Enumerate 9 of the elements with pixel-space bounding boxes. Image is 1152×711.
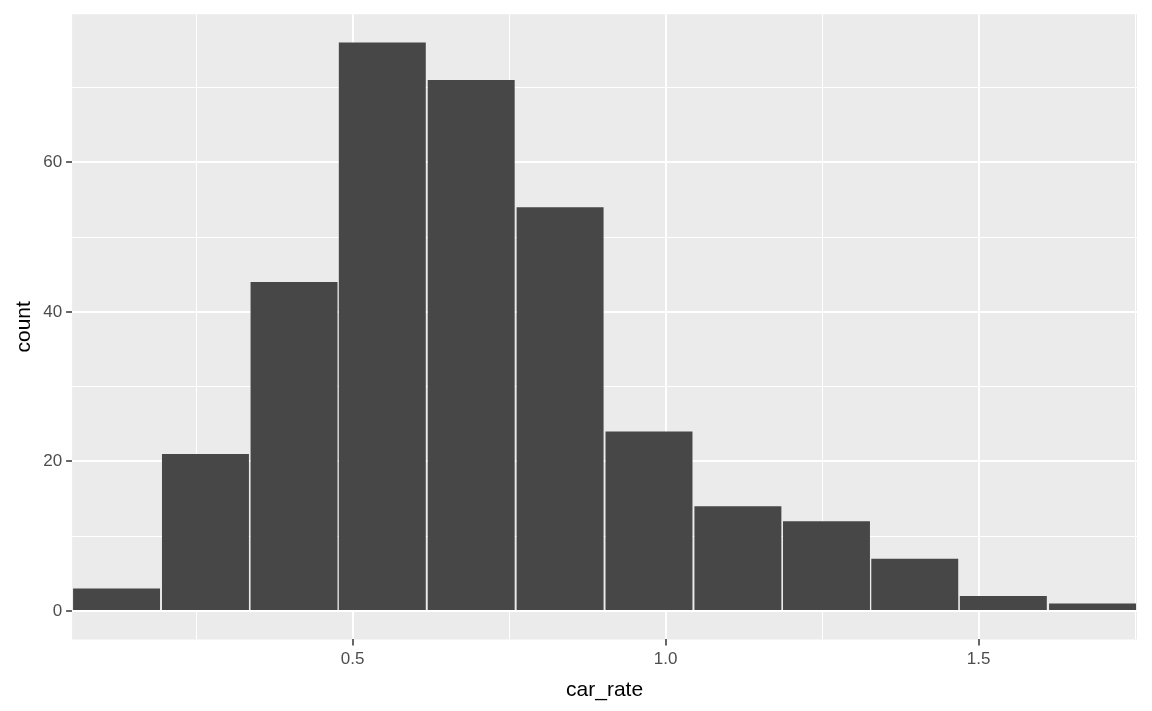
y-tick-label: 40 (43, 301, 63, 321)
x-tick-label: 1.0 (653, 649, 678, 669)
y-tick-label: 0 (52, 600, 63, 620)
x-axis-title: car_rate (566, 677, 644, 702)
y-axis-title: count (11, 300, 35, 353)
x-tick-label: 1.5 (966, 649, 991, 669)
x-tick-label: 0.5 (340, 649, 365, 669)
y-tick-label: 20 (43, 451, 63, 471)
y-tick-label: 60 (43, 151, 63, 171)
